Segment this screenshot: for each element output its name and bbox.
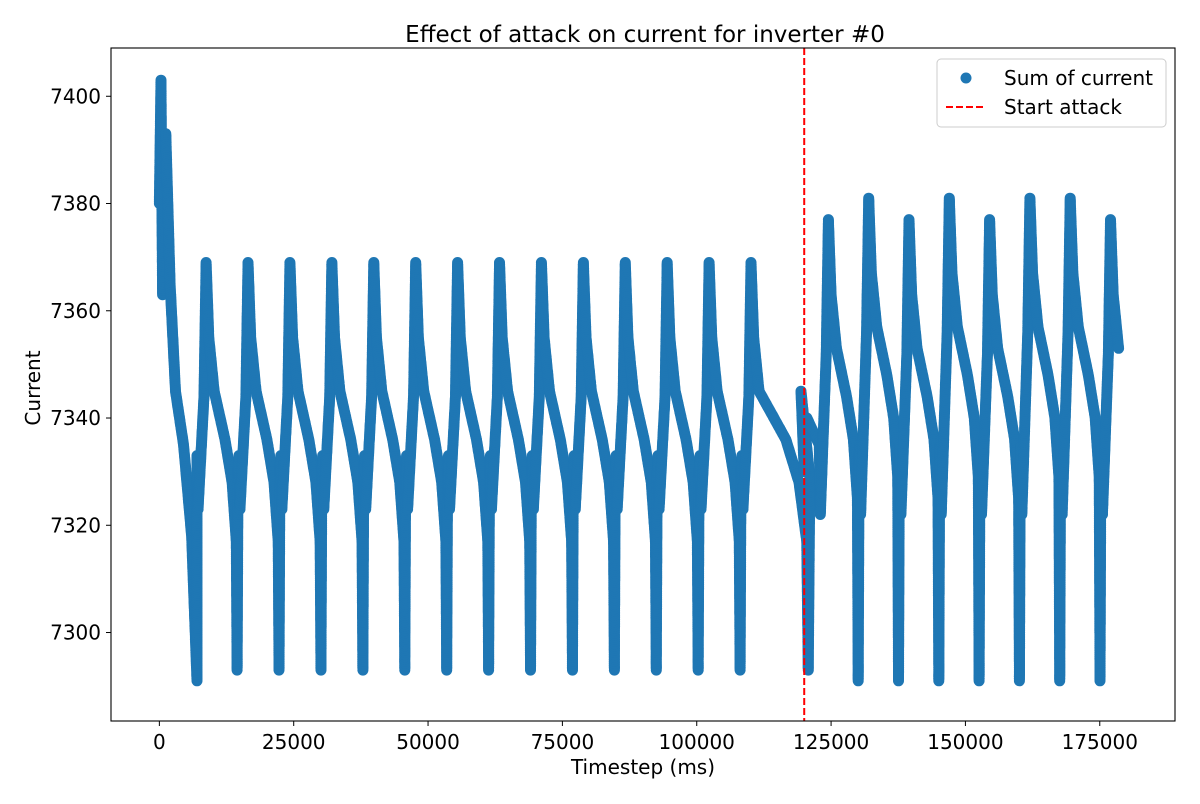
data-points [153, 74, 1125, 687]
chart-title: Effect of attack on current for inverter… [405, 22, 885, 48]
